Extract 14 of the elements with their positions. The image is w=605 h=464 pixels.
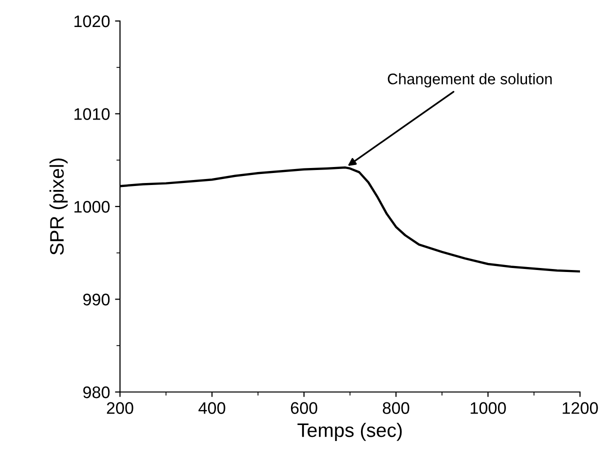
y-tick-label: 980 [83,386,110,398]
annotation: Changement de solution [388,73,552,88]
y-tick-label: 990 [83,294,110,306]
x-tick-label: 400 [198,402,226,414]
y-tick-label: 1010 [74,108,110,120]
x-tick-label: 200 [106,402,134,414]
y-axis-title: SPR (pixel) [50,158,68,255]
x-tick-label: 1000 [470,402,506,414]
y-tick-label: 1020 [74,15,110,28]
y-tick-label: 1000 [74,200,110,213]
x-tick-label: 800 [382,402,410,414]
x-tick-label: 600 [290,402,318,414]
x-tick-label: 1200 [562,402,598,414]
x-axis-title: Temps (sec) [298,422,402,441]
